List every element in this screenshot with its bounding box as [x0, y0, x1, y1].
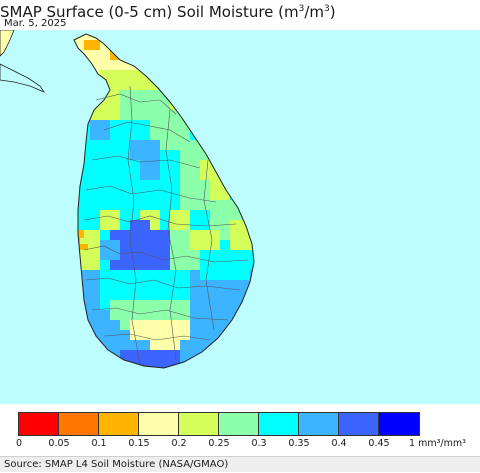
- legend-tick-label: 0.25: [208, 438, 230, 449]
- legend-swatch: [19, 413, 59, 435]
- map-date: Mar. 5, 2025: [4, 18, 67, 29]
- district-boundaries: [83, 85, 249, 365]
- soil-moisture-map: [0, 30, 480, 404]
- legend-swatch: [59, 413, 99, 435]
- legend-tick-label: 0.2: [171, 438, 187, 449]
- legend-tick-label: 0.35: [288, 438, 310, 449]
- legend-swatch: [99, 413, 139, 435]
- legend-tick-label: 0: [15, 438, 23, 449]
- legend-swatch: [139, 413, 179, 435]
- legend-tick-label: 0.15: [128, 438, 150, 449]
- title-close: ): [329, 3, 336, 21]
- legend-tick-label-max: 1 mm³/mm³: [409, 438, 466, 449]
- source-note: Source: SMAP L4 Soil Moisture (NASA/GMAO…: [0, 456, 480, 472]
- legend-tick-label: 0.1: [91, 438, 107, 449]
- title-main: SMAP Surface (0-5 cm) Soil Moisture (m: [0, 3, 299, 21]
- legend-swatch: [379, 413, 419, 435]
- map-svg: [0, 30, 480, 404]
- legend-swatch: [219, 413, 259, 435]
- title-sup-2: 3: [324, 4, 330, 14]
- india-coast: [0, 63, 46, 93]
- legend-tick-label: 0.3: [251, 438, 267, 449]
- color-legend: [18, 412, 420, 436]
- title-slash: /m: [304, 3, 325, 21]
- india-land: [0, 30, 15, 57]
- title-sup-1: 3: [298, 4, 305, 14]
- legend-swatch: [259, 413, 299, 435]
- map-title: SMAP Surface (0-5 cm) Soil Moisture (m3/…: [0, 0, 336, 21]
- island-outline: [73, 33, 255, 369]
- legend-swatch: [179, 413, 219, 435]
- legend-tick-label: 0.05: [48, 438, 70, 449]
- legend-swatch: [339, 413, 379, 435]
- legend-tick-label: 0.4: [331, 438, 347, 449]
- legend-swatch: [299, 413, 339, 435]
- legend-tick-label: 0.45: [368, 438, 390, 449]
- legend-ticks: 0 0.05 0.1 0.15 0.2 0.25 0.3 0.35 0.4 0.45 1 mm³/m…: [0, 438, 480, 450]
